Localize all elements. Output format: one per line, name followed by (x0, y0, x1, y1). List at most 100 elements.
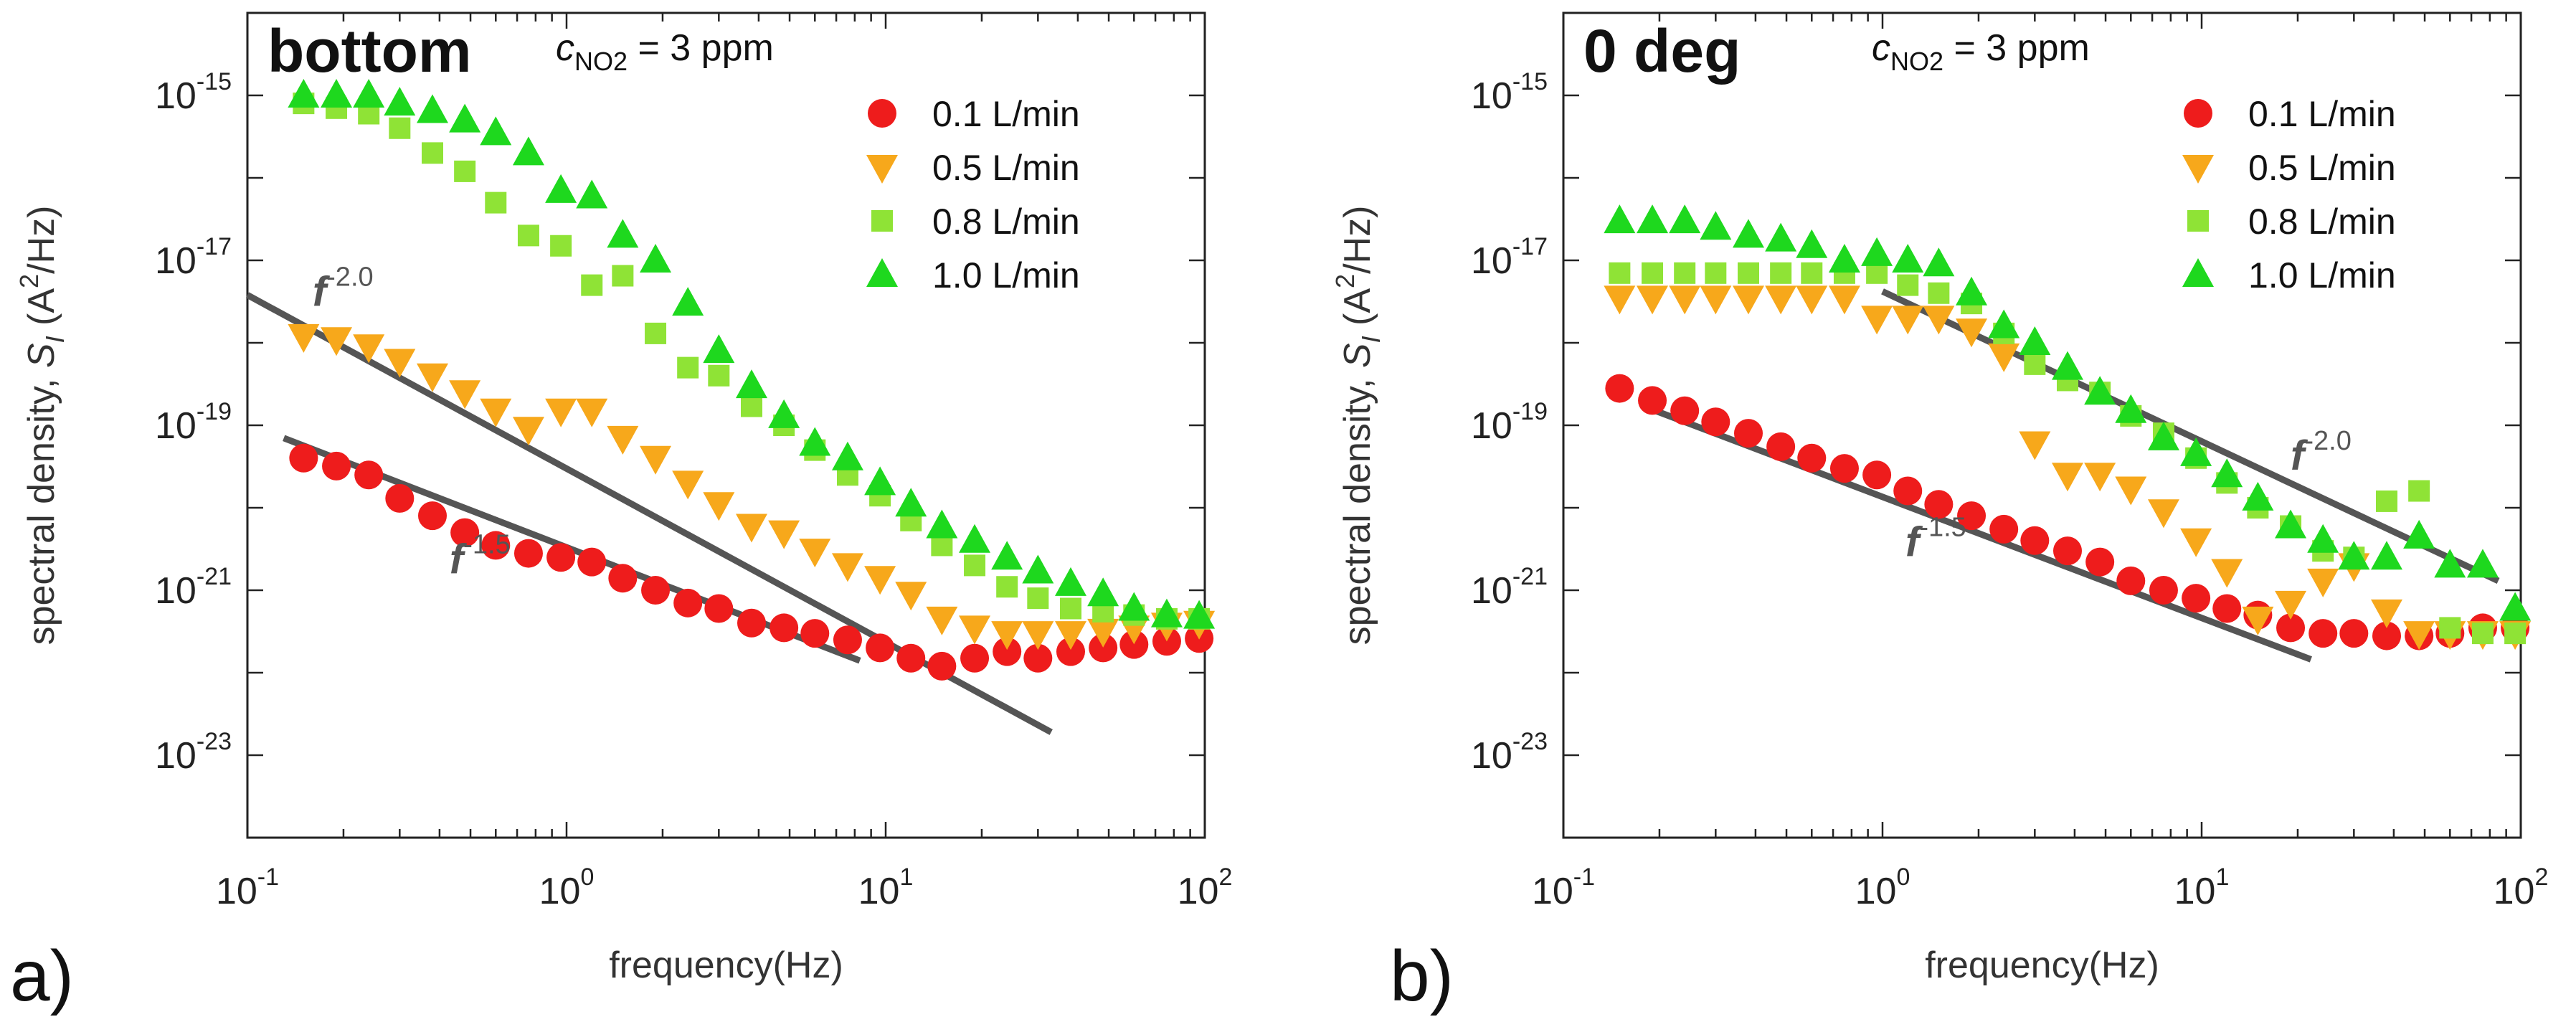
data-point (2211, 458, 2243, 488)
fit-label-exponent: -1.5 (463, 530, 510, 560)
data-point (2371, 599, 2403, 628)
data-point (1829, 454, 1859, 483)
data-point (2053, 536, 2083, 566)
data-point (2339, 619, 2369, 648)
data-point (608, 564, 638, 593)
legend-marker (866, 155, 898, 184)
data-point (1638, 386, 1667, 415)
x-tick-label: 100 (539, 863, 595, 912)
data-point (2471, 623, 2494, 645)
y-tick-base: 10 (1471, 570, 1512, 612)
legend-marker (871, 210, 893, 232)
data-point (607, 219, 639, 248)
data-point (1923, 247, 1955, 277)
chart-panel-b: 10-1 100 101 10210-1510-1710-1910-2110-23fr… (1330, 11, 2548, 1016)
x-tick-base: 10 (216, 871, 257, 912)
data-point (770, 613, 799, 643)
data-point (607, 425, 639, 455)
legend-label: 0.5 L/min (932, 148, 1080, 188)
data-point (1183, 600, 1216, 629)
data-point (2052, 463, 2084, 492)
data-point (2275, 590, 2307, 620)
y-tick-exponent: -15 (1512, 68, 1548, 95)
legend-marker (2182, 258, 2214, 287)
data-point (1828, 244, 1860, 273)
data-point (577, 547, 607, 577)
fit-label: f-2.0 (2291, 426, 2352, 479)
data-point (2242, 606, 2274, 635)
concentration-label: cNO2 = 3 ppm (1872, 27, 2090, 76)
data-point (677, 356, 699, 379)
data-point (1087, 577, 1119, 607)
fit-label-exponent: -1.5 (1919, 512, 1966, 542)
data-point (1924, 490, 1954, 519)
data-point (864, 466, 896, 496)
data-point (449, 380, 481, 410)
data-point (1701, 407, 1730, 437)
y-tick-base: 10 (155, 735, 196, 777)
y-tick-base: 10 (155, 405, 196, 447)
data-point (1605, 374, 1634, 403)
y-tick-label: 10-15 (155, 68, 232, 117)
data-point (1796, 285, 1828, 315)
y-tick-base: 10 (1471, 735, 1512, 777)
data-point (737, 608, 767, 638)
data-point (926, 606, 958, 635)
data-point (2147, 421, 2179, 450)
data-point (703, 334, 735, 364)
data-point (2211, 559, 2243, 588)
data-point (704, 594, 734, 623)
data-point (960, 643, 990, 673)
data-point (321, 79, 353, 108)
data-point (2085, 547, 2115, 577)
series-0-5-L-min (1604, 285, 2532, 650)
legend-marker (2187, 210, 2209, 232)
data-point (417, 94, 449, 123)
data-point (800, 619, 830, 648)
concentration-label: cNO2 = 3 ppm (556, 27, 774, 76)
y-label-symbol: S (21, 343, 62, 368)
data-point (513, 539, 543, 568)
y-tick-exponent: -21 (196, 563, 232, 590)
data-point (641, 576, 671, 605)
data-point (2466, 549, 2499, 578)
data-point (1956, 276, 1988, 306)
data-point (1669, 204, 1701, 234)
x-tick-exponent: 2 (1218, 863, 1232, 891)
data-point (417, 363, 449, 392)
data-point (1988, 309, 2020, 339)
data-point (1989, 514, 2019, 544)
data-point (545, 398, 577, 427)
x-tick-base: 10 (2174, 871, 2216, 912)
y-tick-base: 10 (1471, 240, 1512, 282)
panel-title: 0 deg (1583, 17, 1741, 85)
x-tick-exponent: -1 (257, 863, 279, 891)
data-point (1604, 204, 1636, 234)
data-point (449, 103, 481, 133)
y-label-symbol: S (1337, 343, 1378, 368)
y-tick-label: 10-21 (155, 563, 232, 612)
data-point (389, 117, 411, 139)
conc-symbol: c (556, 27, 574, 69)
x-tick-base: 10 (858, 871, 900, 912)
data-point (991, 541, 1023, 570)
data-point (1642, 262, 1664, 284)
y-axis-label: spectral density, SI (A2/Hz) (1330, 206, 1386, 645)
y-tick-exponent: -19 (196, 398, 232, 425)
data-point (1150, 598, 1183, 628)
x-tick-exponent: 1 (2215, 863, 2229, 891)
legend-marker (868, 99, 896, 128)
data-point (353, 79, 385, 108)
panel-title: bottom (267, 17, 472, 85)
data-point (2434, 549, 2466, 578)
data-point (799, 539, 831, 568)
data-point (1862, 460, 1892, 490)
y-tick-label: 10-23 (1471, 728, 1548, 777)
data-point (1892, 244, 1924, 273)
data-point (2116, 566, 2146, 595)
y-tick-label: 10-17 (1471, 233, 1548, 282)
data-point (450, 518, 480, 547)
data-point (1928, 282, 1950, 304)
data-point (1669, 285, 1701, 315)
